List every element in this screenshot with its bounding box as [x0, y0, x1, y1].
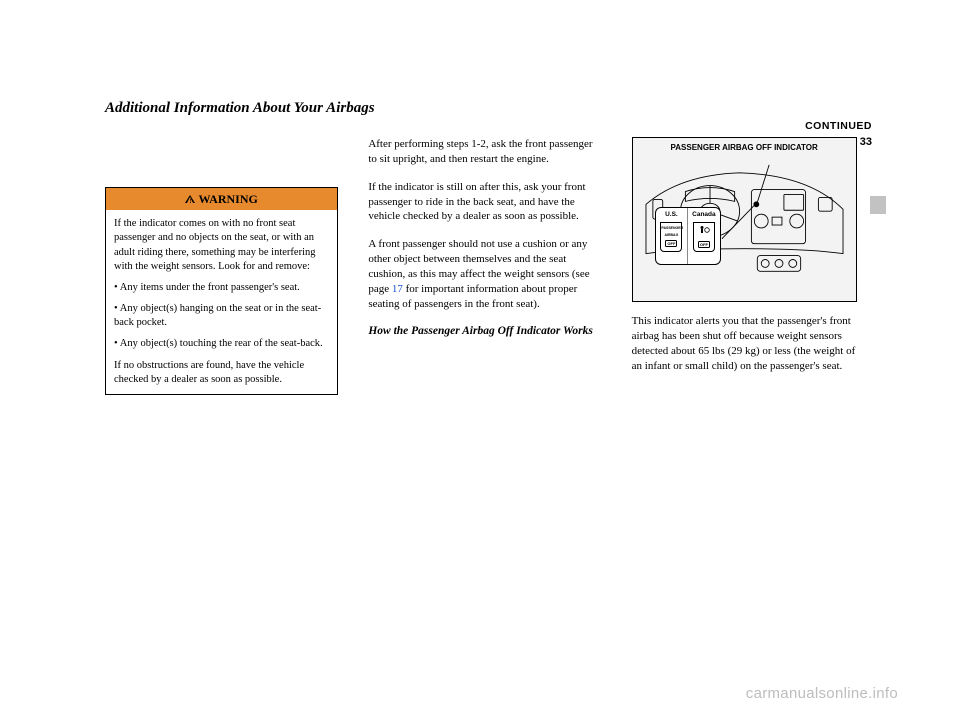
- callout-canada: Canada OFF: [687, 208, 720, 264]
- warning-bullet-2: Any object(s) hanging on the seat or in …: [114, 303, 321, 328]
- mid-para1: After performing steps 1-2, ask the fron…: [368, 137, 601, 167]
- airbag-person-icon: [694, 223, 714, 238]
- warning-box: ! WARNING If the indicator comes on with…: [105, 187, 338, 395]
- page-title: Additional Information About Your Airbag…: [105, 100, 865, 117]
- callout-us-label: U.S.: [656, 208, 688, 220]
- mid-para3: A front passenger should not use a cushi…: [368, 237, 601, 311]
- callout-us: U.S. PASSENGER AIRBAG OFF: [656, 208, 688, 264]
- warning-para1: If the indicator comes on with no front …: [114, 217, 329, 274]
- page-number: 33: [860, 136, 872, 148]
- watermark: carmanualsonline.info: [746, 685, 898, 702]
- dashboard-figure: PASSENGER AIRBAG OFF INDICATOR: [632, 137, 857, 302]
- warning-bullet-1: Any items under the front passenger's se…: [120, 282, 300, 293]
- column-left: ! WARNING If the indicator comes on with…: [105, 187, 338, 399]
- callout-canada-label: Canada: [688, 208, 720, 220]
- warning-bullet-3: Any object(s) touching the rear of the s…: [120, 338, 323, 349]
- column-right: PASSENGER AIRBAG OFF INDICATOR: [632, 137, 865, 399]
- right-para1: This indicator alerts you that the passe…: [632, 314, 865, 373]
- figure-label: PASSENGER AIRBAG OFF INDICATOR: [633, 143, 856, 154]
- page-link-17[interactable]: 17: [392, 283, 403, 295]
- continued-label: CONTINUED: [805, 120, 872, 132]
- warning-body: If the indicator comes on with no front …: [106, 210, 337, 394]
- indicator-callout: U.S. PASSENGER AIRBAG OFF Canada: [655, 207, 721, 265]
- content-columns: ! WARNING If the indicator comes on with…: [105, 137, 865, 399]
- section-tab: [870, 196, 886, 214]
- manual-page: Additional Information About Your Airbag…: [0, 0, 960, 714]
- column-middle: After performing steps 1-2, ask the fron…: [368, 137, 601, 399]
- warning-triangle-icon: !: [185, 195, 195, 203]
- us-indicator-icon: PASSENGER AIRBAG OFF: [660, 222, 682, 252]
- mid-para2: If the indicator is still on after this,…: [368, 180, 601, 225]
- warning-header-text: WARNING: [198, 191, 257, 207]
- canada-indicator-icon: OFF: [693, 222, 715, 252]
- warning-header: ! WARNING: [106, 188, 337, 210]
- subheading-passenger-airbag-off: How the Passenger Airbag Off Indicator W…: [368, 324, 601, 340]
- warning-para3: If no obstructions are found, have the v…: [114, 359, 329, 387]
